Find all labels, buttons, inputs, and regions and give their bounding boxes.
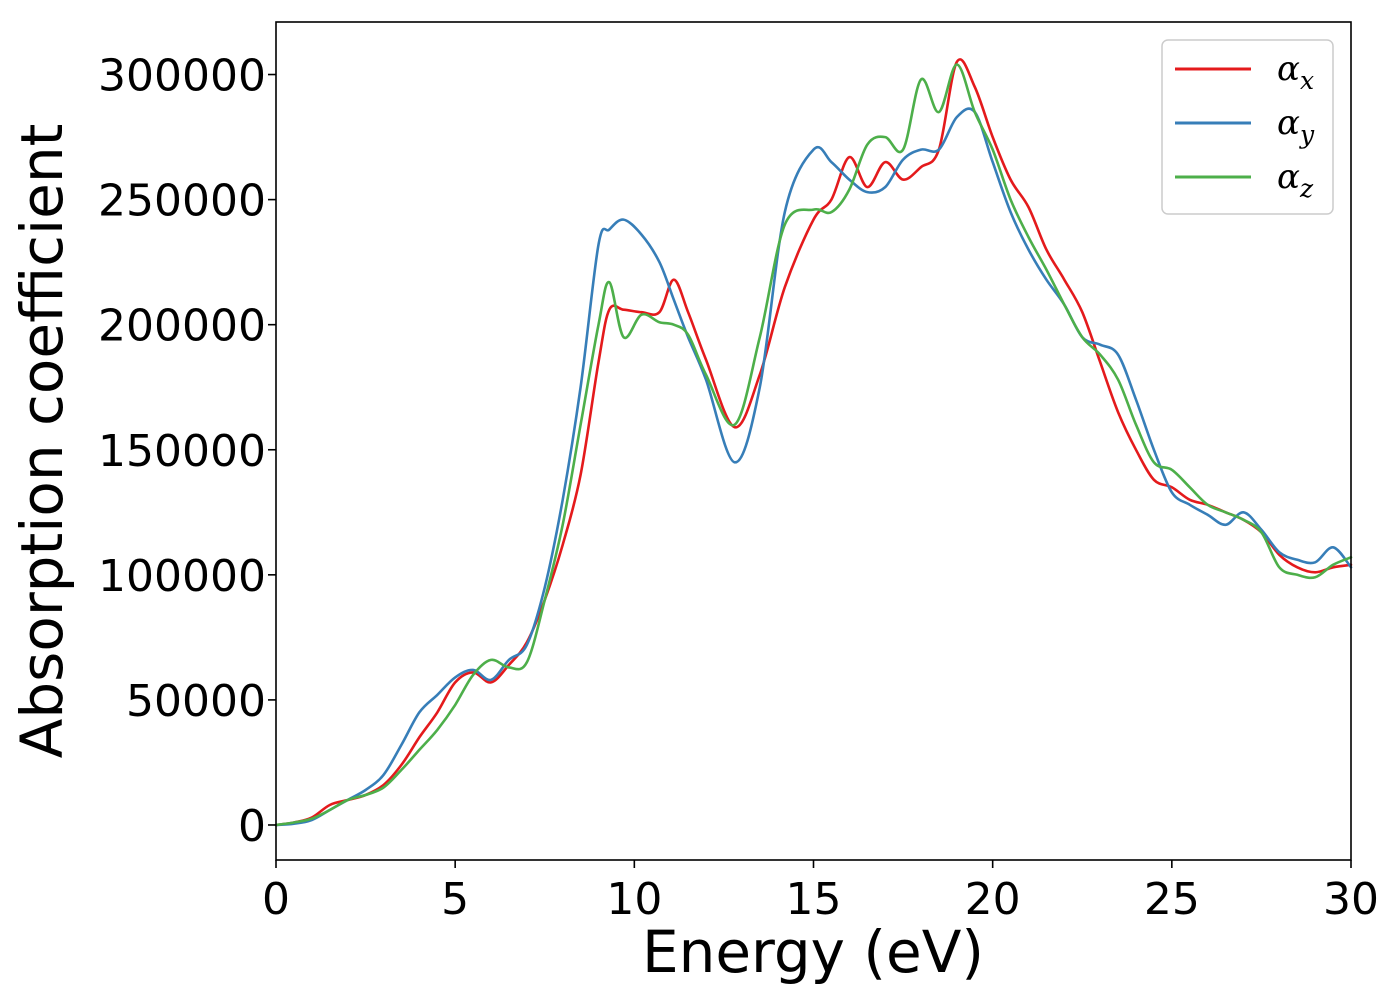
- legend-subscript: y: [1299, 120, 1315, 149]
- x-tick-label: 0: [262, 874, 290, 925]
- legend-label-alpha-x: αx: [1277, 49, 1314, 95]
- y-tick-label: 100000: [98, 551, 266, 602]
- x-tick-label: 20: [965, 874, 1021, 925]
- legend-box: [1161, 39, 1334, 215]
- y-tick-label: 0: [238, 801, 266, 852]
- y-tick-label: 50000: [126, 676, 266, 727]
- series-line-alpha-y: [274, 107, 1353, 827]
- y-tick-label: 250000: [98, 176, 266, 227]
- legend-label-alpha-z: αz: [1277, 157, 1314, 203]
- y-tick-label: 200000: [98, 301, 266, 352]
- legend-symbol: α: [1277, 49, 1300, 89]
- series-line-alpha-z: [274, 63, 1353, 827]
- x-axis-label: Energy (eV): [642, 918, 984, 986]
- legend-subscript: x: [1300, 66, 1314, 95]
- legend-symbol: α: [1277, 157, 1300, 197]
- series-line-alpha-x: [274, 58, 1353, 827]
- x-tick-label: 15: [786, 874, 842, 925]
- x-tick-label: 5: [441, 874, 469, 925]
- x-tick-label: 10: [606, 874, 662, 925]
- y-axis-label: Absorption coefficient: [8, 124, 76, 759]
- legend-subscript: z: [1299, 174, 1314, 203]
- legend-symbol: α: [1277, 103, 1300, 143]
- legend-label-alpha-y: αy: [1277, 103, 1315, 149]
- plot-lines: [274, 58, 1353, 827]
- y-tick-label: 150000: [98, 426, 266, 477]
- x-axis-ticks: 0 5 10 15 20 25 30: [262, 860, 1379, 925]
- x-tick-label: 30: [1323, 874, 1379, 925]
- y-tick-label: 300000: [98, 51, 266, 102]
- x-tick-label: 25: [1144, 874, 1200, 925]
- y-axis-ticks: 0 50000 100000 150000 200000 250000 300000: [98, 51, 276, 852]
